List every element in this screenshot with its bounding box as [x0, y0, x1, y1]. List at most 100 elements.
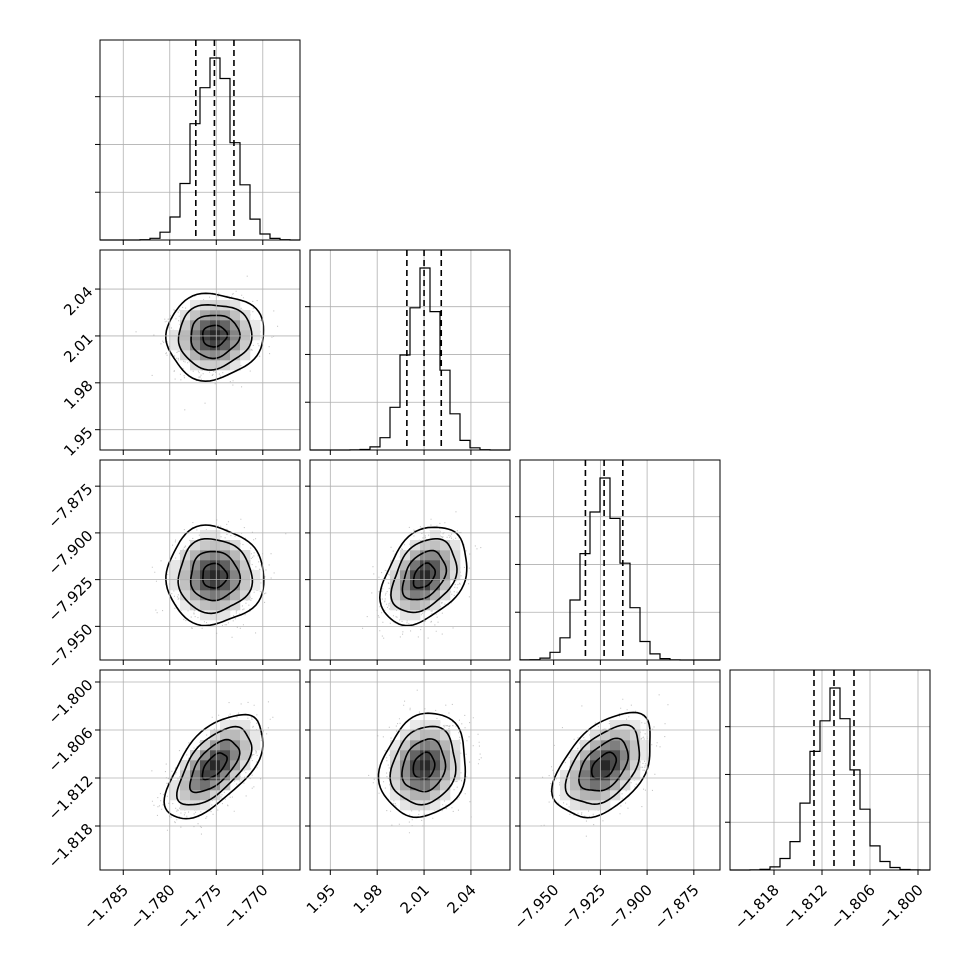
density-cell	[440, 740, 451, 751]
x-tick-label-param-3: −1.800	[875, 881, 927, 933]
density-cell	[430, 550, 441, 561]
density-cell	[250, 570, 261, 581]
density-cell	[200, 550, 211, 561]
density-cell	[630, 750, 641, 761]
histogram-param-1	[310, 267, 510, 451]
density-cell	[250, 580, 261, 591]
density-cell	[210, 760, 221, 771]
contour-level-1	[202, 562, 229, 589]
density-cell	[440, 770, 451, 781]
density-cell	[610, 730, 621, 741]
density-cell	[200, 530, 211, 541]
density-cell	[600, 780, 611, 791]
density-cell	[420, 740, 431, 751]
density-cell	[420, 760, 431, 771]
contour-level-3	[389, 725, 457, 806]
density-cell	[210, 590, 221, 601]
density-cell	[430, 780, 441, 791]
density-cell	[450, 570, 461, 581]
density-cell	[210, 790, 221, 801]
density-cell	[640, 750, 651, 761]
density-cell	[210, 610, 221, 621]
density-cell	[200, 560, 211, 571]
density-cell	[190, 300, 201, 311]
density-cell	[430, 740, 441, 751]
x-tick-label-param-1: 2.01	[397, 881, 433, 917]
density-cell	[430, 800, 441, 811]
density-cell	[400, 760, 411, 771]
density-cell	[420, 580, 431, 591]
density-cell	[430, 560, 441, 571]
x-tick-label-param-3: −1.818	[731, 881, 783, 933]
density-cell	[610, 780, 621, 791]
density-cell	[200, 800, 211, 811]
x-tick-label-param-1: 2.04	[443, 881, 479, 917]
density-cell	[190, 340, 201, 351]
density-cell	[170, 580, 181, 591]
density-cell	[420, 590, 431, 601]
density-cell	[590, 760, 601, 771]
density-cell	[200, 340, 211, 351]
contour-level-2	[401, 738, 447, 793]
density-cell	[190, 560, 201, 571]
density-cell	[620, 730, 631, 741]
density-cell	[390, 780, 401, 791]
density-cell	[210, 580, 221, 591]
density-cell	[170, 790, 181, 801]
density-cell	[240, 570, 251, 581]
density-cell	[220, 330, 231, 341]
density-cell	[420, 720, 431, 731]
density-cell	[570, 800, 581, 811]
density-cell	[220, 580, 231, 591]
density-cell	[180, 760, 191, 771]
density-cell	[400, 610, 411, 621]
density-cell	[200, 310, 211, 321]
density-cell	[230, 750, 241, 761]
density-cell	[390, 770, 401, 781]
contour-level-3	[390, 538, 458, 614]
density-cell	[590, 800, 601, 811]
x-tick-label-param-2: −7.900	[604, 881, 656, 933]
density-cell	[560, 790, 571, 801]
contour-level-1	[590, 751, 618, 780]
density-cell	[400, 800, 411, 811]
density-cell	[390, 570, 401, 581]
density-cell	[610, 720, 621, 731]
y-tick-label-param-3: −1.806	[45, 724, 97, 776]
density-cell	[230, 590, 241, 601]
density-cell	[630, 730, 641, 741]
density-cell	[630, 740, 641, 751]
density-cell	[230, 360, 241, 371]
contour-level-4	[377, 712, 467, 819]
density-cell	[390, 790, 401, 801]
density-cell	[240, 340, 251, 351]
density-cell	[230, 310, 241, 321]
density-cell	[190, 600, 201, 611]
density-cell	[420, 560, 431, 571]
density-cell	[390, 750, 401, 761]
density-cell	[580, 770, 591, 781]
density-cell	[220, 730, 231, 741]
scatter-samples	[368, 689, 482, 834]
density-cell	[230, 540, 241, 551]
density-cell	[210, 540, 221, 551]
density-cell	[230, 570, 241, 581]
density-cell	[200, 360, 211, 371]
density-cell	[390, 760, 401, 771]
density-cell	[170, 570, 181, 581]
density-cell	[230, 550, 241, 561]
density-cell	[190, 540, 201, 551]
density-cell	[170, 560, 181, 571]
density-cell	[200, 780, 211, 791]
density-cell	[170, 340, 181, 351]
density-cell	[190, 350, 201, 361]
density-cell	[230, 730, 241, 741]
density-cell	[220, 570, 231, 581]
contour-level-4	[165, 524, 265, 627]
density-cell	[570, 790, 581, 801]
density-cell	[450, 750, 461, 761]
density-cell	[170, 330, 181, 341]
density-cell	[190, 790, 201, 801]
density-cell	[430, 730, 441, 741]
density-cell	[440, 540, 451, 551]
